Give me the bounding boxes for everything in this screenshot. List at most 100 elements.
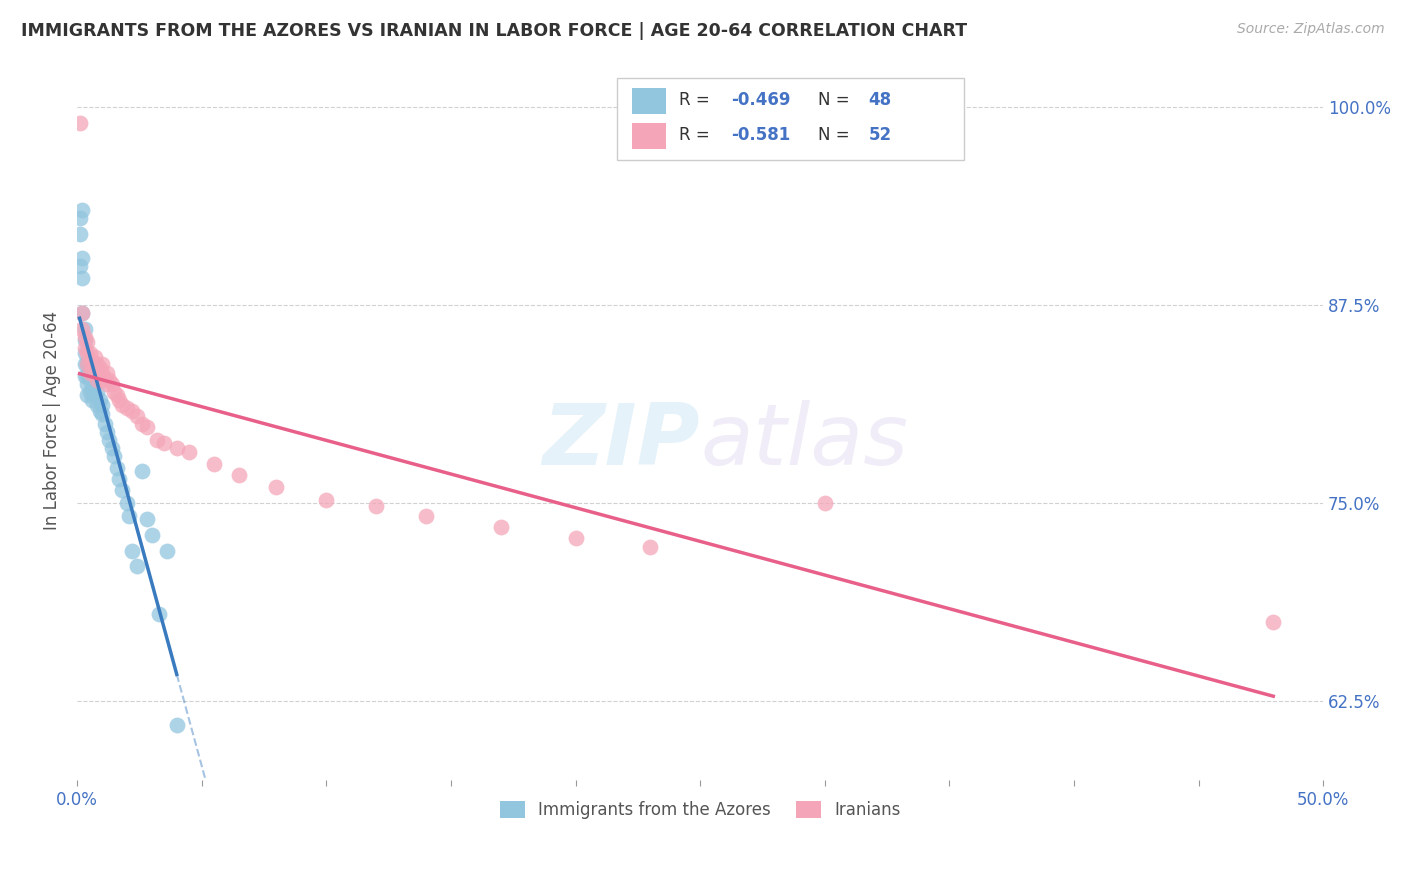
Point [111, 398, 134, 412]
Point [79, 366, 101, 380]
Point [105, 461, 128, 475]
Point [83, 366, 105, 380]
Point [228, 467, 250, 482]
Point [121, 543, 143, 558]
Point [76, 388, 98, 402]
Point [105, 388, 128, 402]
Point [83, 388, 105, 402]
Point [96, 377, 118, 392]
Text: R =: R = [679, 126, 714, 144]
Point [69, 116, 91, 130]
Text: atlas: atlas [700, 401, 908, 483]
Point [70, 271, 93, 285]
Point [121, 404, 143, 418]
Text: -0.469: -0.469 [731, 91, 790, 109]
Point [91, 366, 114, 380]
Point [118, 508, 141, 523]
Point [166, 718, 188, 732]
Point [73, 330, 96, 344]
Point [76, 377, 98, 392]
Point [83, 357, 105, 371]
Bar [631, 123, 666, 149]
Point [179, 445, 201, 459]
Point [76, 334, 98, 349]
Point [489, 520, 512, 534]
Point [73, 341, 96, 355]
Text: -0.581: -0.581 [731, 126, 790, 144]
Point [80, 382, 103, 396]
Point [108, 393, 131, 408]
Text: 52: 52 [869, 126, 891, 144]
Text: IMMIGRANTS FROM THE AZORES VS IRANIAN IN LABOR FORCE | AGE 20-64 CORRELATION CHA: IMMIGRANTS FROM THE AZORES VS IRANIAN IN… [21, 22, 967, 40]
Bar [631, 88, 666, 114]
Legend: Immigrants from the Azores, Iranians: Immigrants from the Azores, Iranians [494, 795, 907, 826]
Point [156, 543, 179, 558]
Text: R =: R = [679, 91, 714, 109]
Point [79, 385, 101, 400]
Point [73, 369, 96, 384]
Point [564, 531, 586, 545]
Point [108, 472, 131, 486]
Y-axis label: In Labor Force | Age 20-64: In Labor Force | Age 20-64 [44, 310, 60, 530]
Point [86, 366, 108, 380]
Point [98, 373, 121, 387]
Point [83, 351, 105, 365]
Text: N =: N = [818, 91, 855, 109]
Point [76, 345, 98, 359]
Point [73, 357, 96, 371]
Point [315, 492, 337, 507]
Point [135, 420, 157, 434]
Point [146, 433, 169, 447]
Point [202, 457, 225, 471]
Point [125, 409, 148, 423]
Point [103, 449, 125, 463]
Text: N =: N = [818, 126, 855, 144]
Point [131, 465, 153, 479]
Point [98, 433, 121, 447]
Point [76, 369, 98, 384]
Point [79, 361, 101, 376]
Point [79, 345, 101, 359]
Point [115, 401, 138, 415]
Point [80, 361, 103, 376]
Point [73, 345, 96, 359]
Point [86, 398, 108, 412]
Point [79, 373, 101, 387]
Point [73, 333, 96, 347]
Point [153, 436, 176, 450]
Point [131, 417, 153, 431]
Point [101, 377, 124, 392]
Point [89, 369, 111, 384]
Point [80, 369, 103, 384]
Point [93, 373, 115, 387]
Point [91, 357, 114, 371]
Point [76, 357, 98, 371]
Point [80, 353, 103, 368]
Point [125, 559, 148, 574]
Point [86, 373, 108, 387]
Point [76, 357, 98, 371]
Point [69, 227, 91, 241]
Point [366, 500, 388, 514]
Point [83, 377, 105, 392]
Point [91, 398, 114, 412]
Point [141, 528, 163, 542]
Point [70, 306, 93, 320]
Point [135, 512, 157, 526]
Text: ZIP: ZIP [543, 401, 700, 483]
Point [69, 259, 91, 273]
Point [69, 211, 91, 225]
FancyBboxPatch shape [617, 78, 965, 161]
Point [96, 366, 118, 380]
Point [1263, 615, 1285, 629]
Point [111, 483, 134, 498]
Point [73, 322, 96, 336]
Point [638, 541, 661, 555]
Point [103, 385, 125, 400]
Point [86, 385, 108, 400]
Point [86, 357, 108, 371]
Point [415, 508, 437, 523]
Point [70, 203, 93, 218]
Text: 48: 48 [869, 91, 891, 109]
Point [93, 417, 115, 431]
